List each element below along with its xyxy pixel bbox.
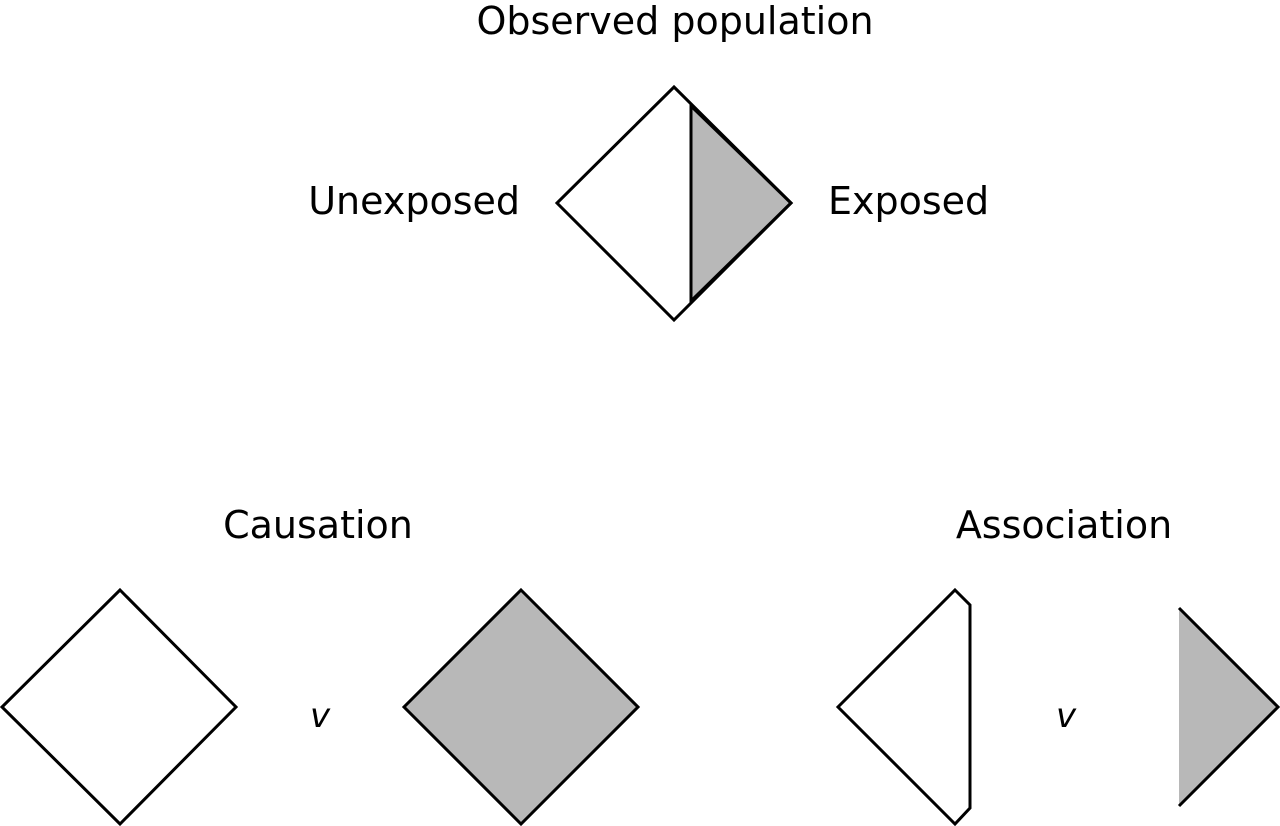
- population-outline: [554, 84, 794, 323]
- association-label: Association: [956, 503, 1172, 547]
- causation-versus-label: v: [310, 696, 331, 736]
- association-exposed-fill: [1179, 608, 1278, 806]
- unexposed-label: Unexposed: [308, 179, 520, 223]
- association-exposed-outline: [1177, 606, 1280, 808]
- causation-exposed-diamond: [401, 587, 641, 826]
- association-versus-label: v: [1056, 696, 1077, 736]
- association-unexposed-shape: [835, 587, 972, 826]
- exposed-label: Exposed: [828, 179, 989, 223]
- observed-population-diamond: [554, 84, 794, 323]
- causation-label: Causation: [223, 503, 413, 547]
- association-exposed-shape: [1177, 606, 1280, 808]
- causation-unexposed-diamond: [0, 587, 239, 826]
- exposed-section: [689, 102, 794, 305]
- diagram-title: Observed population: [476, 0, 873, 43]
